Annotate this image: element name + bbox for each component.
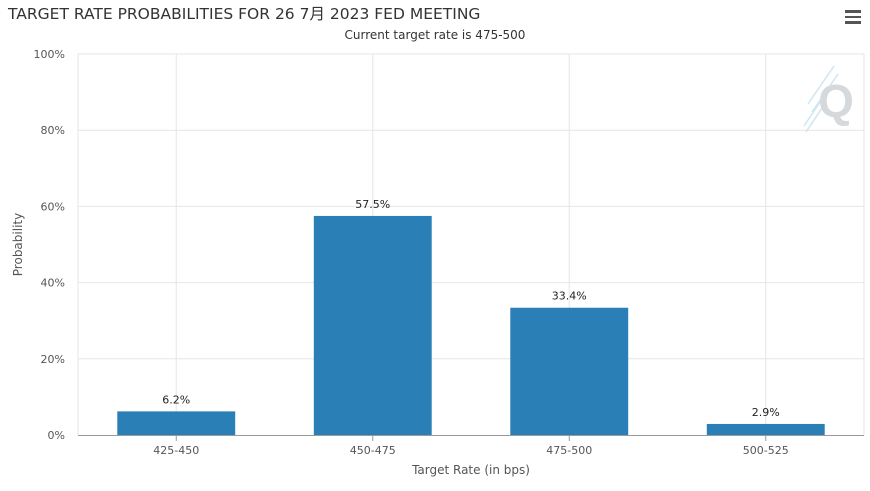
data-label: 33.4% — [552, 290, 587, 303]
y-tick-label: 40% — [41, 277, 65, 290]
data-label: 2.9% — [752, 406, 780, 419]
y-tick-label: 20% — [41, 353, 65, 366]
x-tick-label: 425-450 — [153, 444, 199, 457]
y-tick-label: 0% — [48, 429, 65, 442]
x-tick-label: 450-475 — [350, 444, 396, 457]
bar-425-450 — [117, 411, 236, 435]
y-tick-label: 60% — [41, 200, 65, 213]
y-axis-title: Probability — [11, 213, 25, 276]
y-tick-label: 100% — [34, 48, 65, 61]
bar-475-500 — [510, 307, 629, 435]
bar-450-475 — [313, 215, 432, 435]
chart-title: TARGET RATE PROBABILITIES FOR 26 7月 2023… — [8, 5, 481, 23]
bar-500-525 — [706, 423, 825, 435]
chart-menu-icon[interactable] — [842, 7, 864, 27]
data-label: 6.2% — [162, 393, 190, 406]
chart-subtitle: Current target rate is 475-500 — [344, 28, 526, 42]
svg-text:Q: Q — [818, 75, 854, 127]
y-tick-label: 80% — [41, 124, 65, 137]
x-axis-title: Target Rate (in bps) — [411, 463, 530, 477]
data-label: 57.5% — [355, 198, 390, 211]
x-tick-label: 500-525 — [743, 444, 789, 457]
x-tick-label: 475-500 — [546, 444, 592, 457]
quikstrike-logo-icon: Q — [803, 65, 854, 133]
